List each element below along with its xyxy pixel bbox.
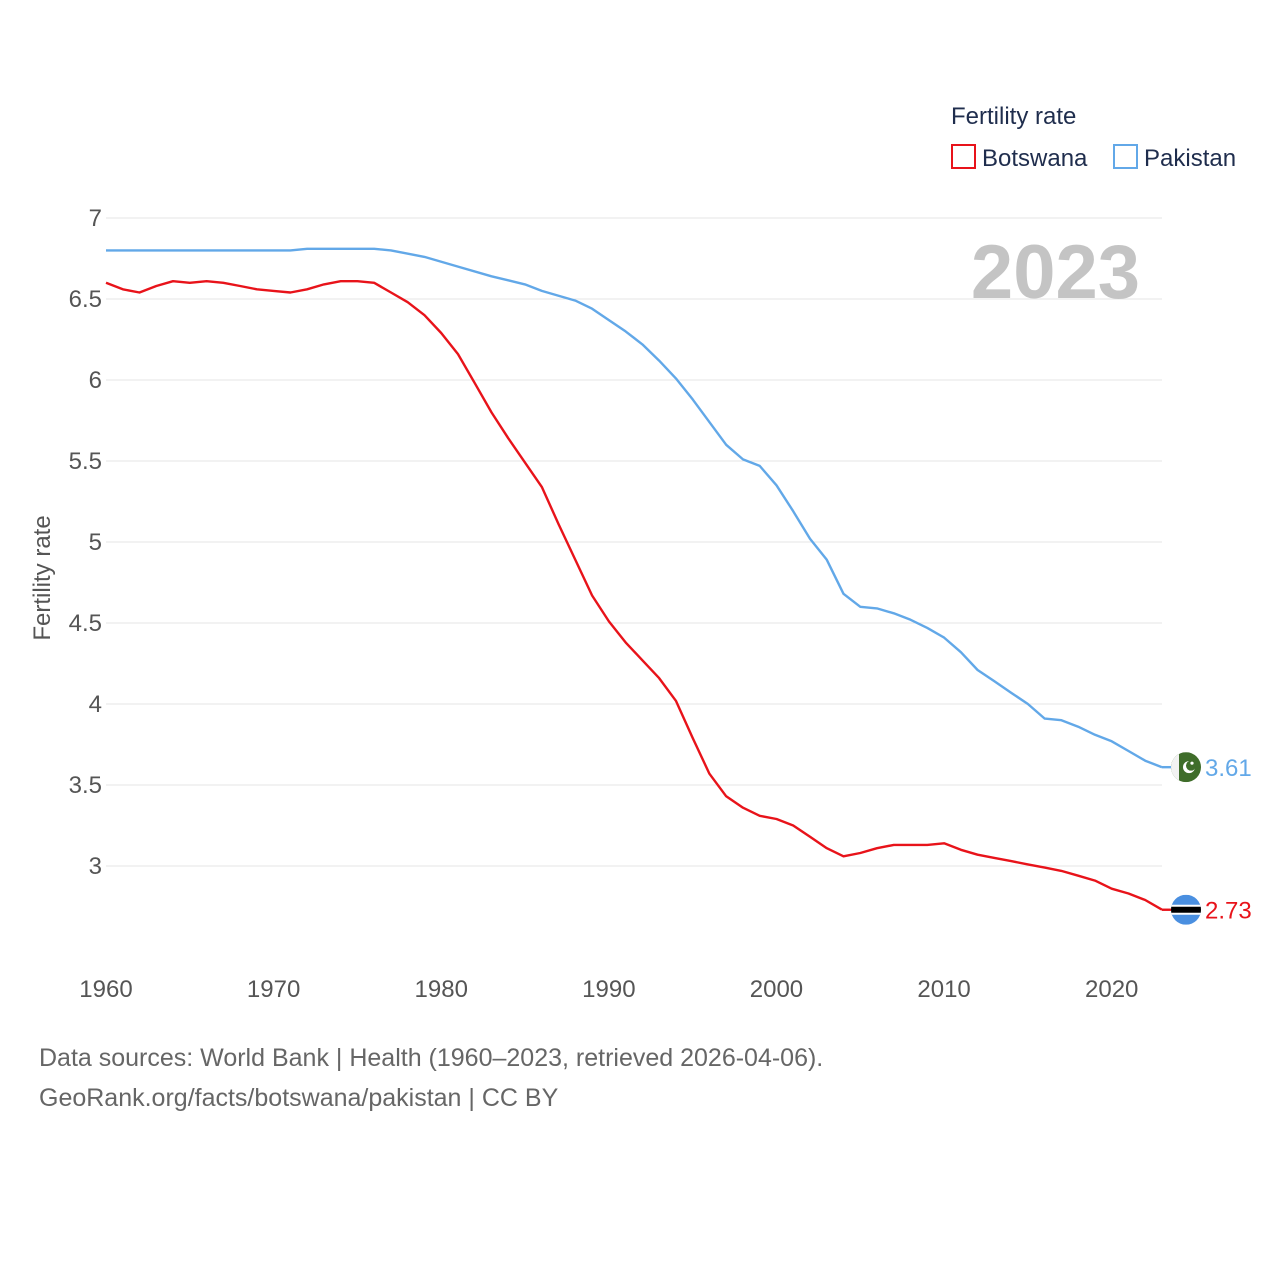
x-tick-label: 2020 bbox=[1085, 976, 1138, 1003]
series-line-botswana[interactable] bbox=[105, 280, 1163, 911]
legend-item-botswana[interactable]: Botswana bbox=[951, 144, 1088, 172]
y-tick-label: 4 bbox=[89, 691, 102, 718]
y-axis-ticks: 3 3.5 4 4.5 5 5.5 6 6.5 7 bbox=[69, 205, 102, 880]
legend-title: Fertility rate bbox=[951, 103, 1076, 130]
x-tick-label: 2010 bbox=[917, 976, 970, 1003]
end-value-label-botswana: 2.73 bbox=[1205, 898, 1252, 925]
end-markers: 3.61 2.73 bbox=[1162, 752, 1252, 925]
y-tick-label: 7 bbox=[89, 205, 102, 232]
year-watermark: 2023 bbox=[971, 230, 1140, 315]
y-tick-label: 3 bbox=[89, 853, 102, 880]
y-axis-label: Fertility rate bbox=[29, 515, 56, 640]
x-tick-label: 1970 bbox=[247, 976, 300, 1003]
legend-swatch-pakistan bbox=[1113, 144, 1138, 169]
legend: Fertility rate Botswana Pakistan bbox=[951, 103, 1236, 172]
x-tick-label: 1960 bbox=[79, 976, 132, 1003]
series-lines bbox=[105, 247, 1163, 911]
y-tick-label: 6 bbox=[89, 367, 102, 394]
y-tick-label: 3.5 bbox=[69, 772, 102, 799]
x-tick-label: 1990 bbox=[582, 976, 635, 1003]
x-axis-ticks: 1960 1970 1980 1990 2000 2010 2020 bbox=[79, 976, 1138, 1003]
grid-lines bbox=[106, 217, 1162, 867]
legend-item-pakistan[interactable]: Pakistan bbox=[1113, 144, 1236, 172]
y-tick-label: 5.5 bbox=[69, 448, 102, 475]
source-line-2[interactable]: GeoRank.org/facts/botswana/pakistan | CC… bbox=[39, 1084, 559, 1112]
y-tick-label: 5 bbox=[89, 529, 102, 556]
pakistan-flag-icon bbox=[1171, 752, 1201, 783]
botswana-flag-icon bbox=[1171, 894, 1201, 925]
y-tick-label: 4.5 bbox=[69, 610, 102, 637]
source-line-1: Data sources: World Bank | Health (1960–… bbox=[39, 1044, 824, 1072]
series-line-pakistan[interactable] bbox=[106, 247, 1163, 769]
x-tick-label: 2000 bbox=[750, 976, 803, 1003]
legend-swatch-botswana bbox=[951, 144, 976, 169]
legend-label-botswana: Botswana bbox=[982, 145, 1088, 172]
legend-label-pakistan: Pakistan bbox=[1144, 145, 1236, 172]
end-value-label-pakistan: 3.61 bbox=[1205, 755, 1252, 782]
x-tick-label: 1980 bbox=[415, 976, 468, 1003]
y-tick-label: 6.5 bbox=[69, 286, 102, 313]
